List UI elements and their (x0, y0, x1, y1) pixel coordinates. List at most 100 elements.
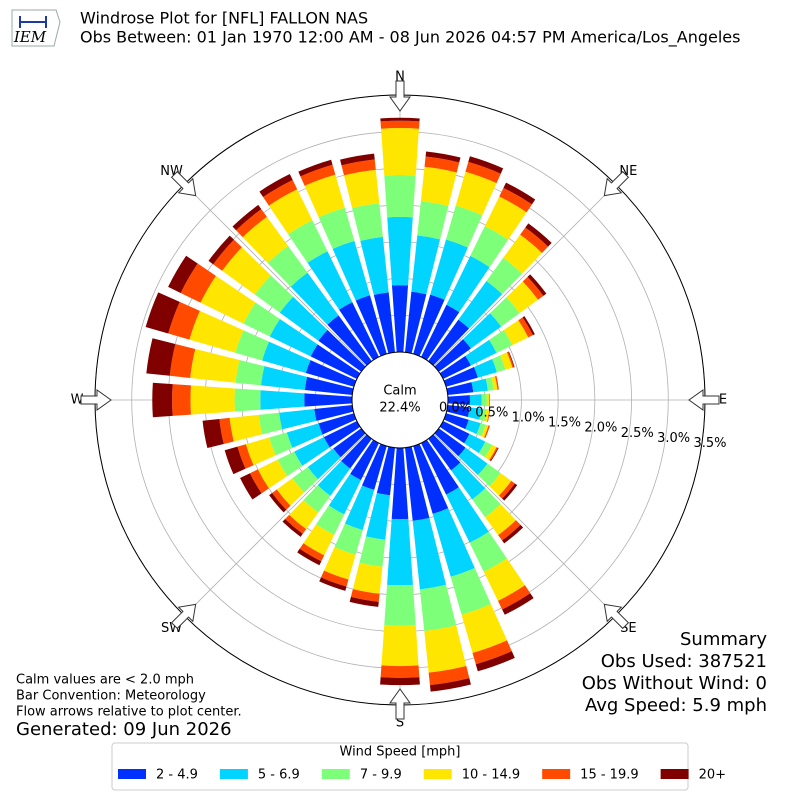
bar-segment (413, 294, 445, 357)
bar-segment (421, 439, 459, 495)
bar-segment (430, 239, 468, 300)
bar-segment (417, 201, 449, 240)
spoke (433, 184, 616, 367)
bar-segment (350, 439, 379, 481)
bar-segment (269, 318, 318, 357)
chart-title: Windrose Plot for [NFL] FALLON NAS (80, 9, 368, 28)
bar-segment (446, 405, 470, 417)
bar-segment (481, 393, 487, 407)
bar-segment (318, 329, 366, 372)
bar-segment (481, 424, 489, 438)
calm-circle (351, 351, 449, 449)
legend-swatch (118, 769, 146, 779)
bar-segment (282, 519, 303, 537)
bar-segment (332, 240, 370, 301)
legend-title: Wind Speed [mph] (340, 745, 461, 760)
bar-segment (474, 358, 497, 378)
bar-segment (260, 366, 308, 390)
bar-segment (486, 393, 490, 407)
bar-segment (294, 437, 330, 466)
bar-segment (145, 292, 180, 334)
bar-segment (380, 120, 420, 129)
bar-segment (380, 677, 420, 686)
bar-segment (489, 330, 513, 353)
bar-segment (525, 223, 552, 247)
spoke (184, 184, 367, 367)
bar-segment (468, 156, 504, 174)
calm-value: 22.4% (379, 401, 420, 416)
bar-segment (484, 196, 527, 240)
bar-segment (506, 351, 514, 368)
bar-segment (489, 447, 498, 461)
bar-segment (259, 174, 293, 198)
bar-segment (498, 480, 515, 499)
bar-segment (428, 434, 461, 471)
bar-segment (344, 485, 375, 531)
bar-segment (286, 423, 323, 448)
bar-segment (269, 432, 293, 456)
bar-segment (443, 413, 469, 430)
bar-segment (458, 447, 488, 476)
bar-segment (485, 504, 516, 536)
bar-segment (446, 255, 490, 313)
compass-label: S (396, 716, 404, 731)
bar-segment (470, 226, 509, 268)
bar-segment (307, 251, 353, 310)
bar-segment (391, 447, 409, 520)
bar-segment (424, 156, 460, 173)
bar-segment (314, 405, 354, 421)
bar-segment (471, 378, 488, 393)
bar-segment (232, 204, 262, 231)
bar-segment (168, 255, 198, 294)
bar-segment (316, 505, 345, 535)
bar-segment (446, 382, 474, 395)
logo-text: IEM (13, 28, 47, 46)
bar-segment (487, 409, 491, 422)
bar-segment (304, 393, 353, 407)
bar-segment (304, 376, 354, 395)
bar-segment (334, 523, 363, 555)
note: Bar Convention: Meteorology (16, 689, 206, 704)
bar-segment (237, 444, 254, 469)
bar-segment (263, 179, 298, 206)
bar-segment (341, 159, 376, 176)
r-tick-label: 2.0% (584, 421, 617, 436)
bar-segment (451, 462, 486, 500)
r-tick-label: 3.0% (657, 431, 690, 446)
bar-segment (425, 151, 461, 163)
bar-segment (483, 558, 525, 601)
legend-label: 2 - 4.9 (156, 768, 198, 783)
bar-segment (224, 446, 246, 475)
bar-segment (202, 418, 224, 449)
bar-segment (310, 344, 361, 379)
bar-segment (490, 447, 499, 462)
bar-segment (279, 409, 317, 430)
generated: Generated: 09 Jun 2026 (16, 719, 232, 740)
bar-segment (290, 272, 339, 325)
legend-swatch (542, 769, 571, 779)
spoke (184, 433, 367, 616)
flow-arrow (603, 603, 630, 630)
bar-segment (527, 274, 547, 296)
bar-segment (152, 382, 173, 418)
bar-segment (323, 421, 361, 448)
bar-segment (285, 514, 307, 534)
bar-segment (355, 295, 387, 357)
bar-segment (245, 437, 276, 466)
bar-segment (267, 245, 308, 287)
bar-segment (391, 285, 409, 353)
bar-segment (502, 593, 534, 615)
bar-segment (447, 395, 471, 405)
bar-segment (318, 207, 355, 249)
bar-segment (428, 319, 470, 366)
bar-segment (317, 460, 351, 496)
bar-segment (500, 352, 513, 370)
compass-label: E (719, 393, 727, 408)
flow-arrow (603, 170, 630, 197)
note: Flow arrows relative to plot center. (16, 705, 242, 720)
bar-segment (305, 360, 357, 387)
bar-segment (461, 604, 508, 653)
bar-segment (298, 159, 333, 177)
bar-segment (366, 492, 390, 540)
bar-segment (240, 473, 262, 500)
